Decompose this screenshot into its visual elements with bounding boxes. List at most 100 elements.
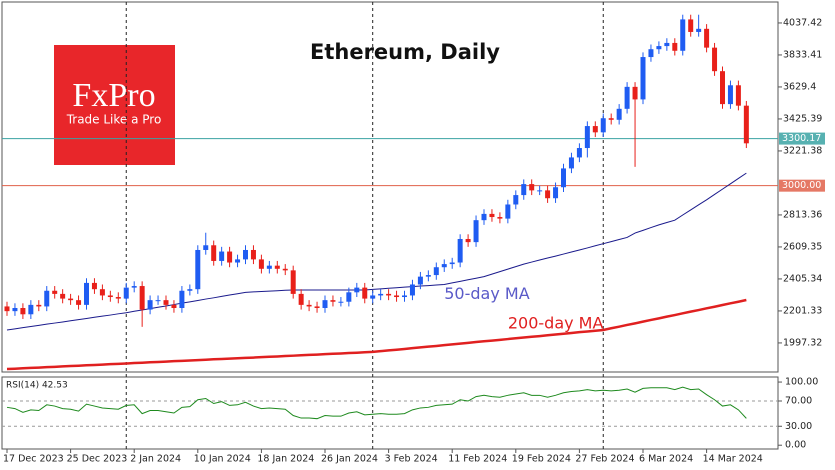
candle-body [727,85,733,105]
candle-body [576,148,582,158]
price-line-box [779,179,825,192]
candle-body [457,238,463,263]
watermark: FxPro Trade Like a Pro [54,45,175,165]
candle-body [449,262,455,265]
x-tick-label: 26 Jan 2024 [321,454,378,465]
candle-body [608,118,614,120]
candle-body [322,300,328,309]
candle-body [680,19,686,51]
price-line-label: 3000.00 [782,180,821,191]
candle-body [481,213,487,221]
candle-body [4,306,10,312]
y-tick-label: 3425.39 [783,113,822,124]
y-tick-label: 4037.42 [783,17,822,28]
candle-body [465,238,471,243]
x-tick-label: 6 Mar 2024 [639,454,693,465]
candle-body [52,290,58,294]
candle-body [497,217,503,219]
y-tick-label: 2201.33 [783,305,822,316]
candle-body [131,286,137,288]
y-tick-label: 2813.36 [783,209,822,220]
candle-body [179,290,185,309]
candle-body [107,295,113,298]
rsi-title: RSI(14) 42.53 [6,381,68,391]
candle-body [266,265,272,269]
candle-body [592,126,598,133]
moving-average [6,298,747,371]
price-line-label: 3300.17 [782,133,821,144]
y-tick-label: 2609.35 [783,241,822,252]
candle-body [489,213,495,218]
candle-body [338,301,344,303]
candle-body [203,245,209,250]
candle-body [211,245,217,261]
candle-body [219,251,225,261]
candle-body [720,71,725,105]
candle-body [568,157,574,169]
price-line-box [779,132,825,145]
candle-body [91,282,97,290]
candle-body [433,267,439,276]
candle-body [243,249,248,260]
ma-label: 200-day MA [508,314,604,333]
candle-body [139,286,145,310]
candle-body [282,268,288,271]
candle-body [187,289,193,291]
candle-body [648,49,654,58]
y-tick-label: 3833.41 [783,49,822,60]
x-tick-label: 11 Feb 2024 [448,454,507,465]
candle-body [624,86,630,109]
candle-body [28,304,34,315]
rsi-tick-label: 30.00 [785,421,812,432]
candle-body [171,304,177,309]
candle-body [441,264,447,268]
candle-body [227,251,233,263]
candle-body [274,265,280,269]
candle-body [147,300,153,310]
candle-body [36,304,42,307]
candle-body [290,270,296,294]
candle-body [386,293,392,296]
candle-body [346,292,352,302]
rsi-tick-label: 0.00 [785,440,806,451]
candle-body [672,42,678,51]
rsi-tick-label: 70.00 [785,396,812,407]
y-tick-label: 3629.4 [783,81,816,92]
candle-body [12,308,18,312]
x-tick-label: 25 Dec 2023 [67,454,128,465]
logo-brand: FxPro [72,77,155,114]
candle-body [664,42,670,47]
candle-body [656,46,662,50]
candle-body [537,190,543,192]
candle-body [115,297,121,299]
candle-body [640,57,646,100]
candle-body [370,295,376,299]
candle-body [473,220,479,243]
y-tick-label: 1997.32 [783,337,822,348]
candle-body [632,86,638,100]
x-tick-label: 10 Jan 2024 [194,454,251,465]
candle-body [394,295,400,298]
candle-body [76,300,82,305]
logo-box [54,45,175,165]
candle-body [60,293,66,299]
candle-body [688,19,694,32]
price-panel [1,1,779,373]
candle-body [513,195,519,205]
y-tick-label: 2405.34 [783,273,822,284]
candle-body [155,300,161,302]
candle-body [409,284,415,296]
candle-body [314,306,320,309]
y-tick-label: 3221.38 [783,145,822,156]
candle-body [696,28,702,32]
candle-body [704,28,710,48]
candle-body [330,300,336,302]
candle-body [354,287,360,293]
x-tick-label: 18 Jan 2024 [257,454,314,465]
candle-body [712,47,718,72]
rsi-line [6,386,747,420]
candle-body [99,289,105,296]
candle-body [195,249,201,290]
candle-body [250,249,256,260]
